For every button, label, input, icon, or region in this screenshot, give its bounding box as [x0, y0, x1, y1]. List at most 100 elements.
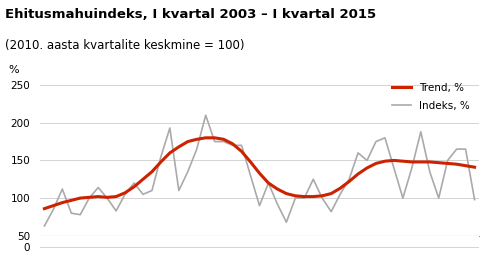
Indeks, %: [239, 144, 245, 147]
Trend, %: [248, 160, 253, 164]
Indeks, %: [337, 193, 343, 196]
Indeks, %: [274, 202, 280, 206]
Trend, %: [104, 196, 110, 199]
Trend, %: [86, 196, 92, 199]
Indeks, %: [50, 208, 56, 211]
Trend, %: [319, 194, 325, 198]
Trend, %: [41, 207, 47, 210]
Indeks, %: [427, 170, 433, 173]
Indeks, %: [301, 196, 307, 200]
Trend, %: [140, 178, 146, 181]
Indeks, %: [346, 178, 352, 181]
Indeks, %: [104, 196, 110, 200]
Trend, %: [382, 160, 388, 163]
Trend, %: [292, 194, 298, 198]
Trend, %: [454, 163, 460, 166]
Trend, %: [418, 160, 424, 164]
Trend, %: [158, 160, 164, 164]
Trend, %: [391, 159, 397, 162]
Trend, %: [400, 160, 406, 163]
Trend, %: [265, 181, 271, 185]
Indeks, %: [364, 159, 370, 162]
Indeks, %: [265, 181, 271, 185]
Indeks, %: [463, 147, 469, 151]
Trend, %: [95, 195, 101, 198]
Indeks, %: [131, 181, 137, 185]
Trend, %: [221, 138, 227, 141]
Indeks, %: [140, 193, 146, 196]
Trend, %: [230, 142, 236, 146]
Indeks, %: [41, 224, 47, 228]
Indeks, %: [382, 136, 388, 140]
Indeks, %: [436, 196, 442, 200]
Trend, %: [445, 162, 451, 165]
Indeks, %: [283, 221, 289, 224]
Indeks, %: [95, 186, 101, 189]
Trend, %: [472, 166, 478, 169]
Trend, %: [77, 196, 83, 200]
Indeks, %: [328, 210, 334, 213]
Trend, %: [149, 170, 155, 173]
Indeks, %: [400, 196, 406, 200]
Indeks, %: [176, 189, 182, 192]
Indeks, %: [149, 189, 155, 192]
Trend, %: [427, 160, 433, 164]
Trend, %: [409, 160, 415, 164]
Indeks, %: [203, 114, 209, 117]
Trend, %: [283, 192, 289, 195]
Trend, %: [463, 164, 469, 167]
Trend, %: [239, 150, 245, 153]
Indeks, %: [256, 204, 262, 207]
Indeks, %: [59, 188, 65, 191]
Indeks, %: [391, 166, 397, 170]
Line: Indeks, %: Indeks, %: [44, 115, 475, 226]
Indeks, %: [68, 212, 74, 215]
Indeks, %: [167, 126, 173, 130]
Y-axis label: %: %: [8, 65, 19, 75]
Trend, %: [122, 191, 128, 195]
Indeks, %: [418, 130, 424, 133]
Trend, %: [364, 166, 370, 170]
Indeks, %: [221, 140, 227, 143]
Indeks, %: [355, 151, 361, 154]
Trend, %: [436, 161, 442, 164]
Trend, %: [310, 195, 316, 198]
Indeks, %: [319, 196, 325, 200]
Trend, %: [50, 204, 56, 207]
Indeks, %: [185, 170, 191, 173]
Trend, %: [274, 188, 280, 191]
Indeks, %: [77, 213, 83, 216]
Trend, %: [212, 136, 218, 140]
Trend, %: [203, 136, 209, 140]
Trend, %: [328, 192, 334, 195]
Trend, %: [167, 151, 173, 154]
Indeks, %: [409, 166, 415, 170]
Indeks, %: [248, 174, 253, 177]
Trend, %: [185, 140, 191, 143]
Indeks, %: [86, 196, 92, 200]
Trend, %: [373, 162, 379, 165]
Trend, %: [301, 195, 307, 198]
Indeks, %: [292, 196, 298, 200]
Indeks, %: [122, 193, 128, 196]
Indeks, %: [445, 159, 451, 162]
Trend, %: [355, 172, 361, 176]
Trend, %: [256, 172, 262, 175]
Text: (2010. aasta kvartalite keskmine = 100): (2010. aasta kvartalite keskmine = 100): [5, 39, 245, 52]
Indeks, %: [472, 198, 478, 201]
Indeks, %: [230, 144, 236, 147]
Indeks, %: [310, 178, 316, 181]
Indeks, %: [373, 140, 379, 143]
Trend, %: [113, 195, 119, 198]
Trend, %: [176, 145, 182, 149]
Legend: Trend, %, Indeks, %: Trend, %, Indeks, %: [388, 79, 474, 115]
Text: Ehitusmahuindeks, I kvartal 2003 – I kvartal 2015: Ehitusmahuindeks, I kvartal 2003 – I kva…: [5, 8, 376, 21]
Trend, %: [68, 199, 74, 202]
Trend, %: [194, 138, 200, 141]
Indeks, %: [158, 155, 164, 158]
Line: Trend, %: Trend, %: [44, 138, 475, 209]
Indeks, %: [454, 147, 460, 151]
Indeks, %: [212, 140, 218, 143]
Indeks, %: [113, 209, 119, 212]
Trend, %: [59, 201, 65, 204]
